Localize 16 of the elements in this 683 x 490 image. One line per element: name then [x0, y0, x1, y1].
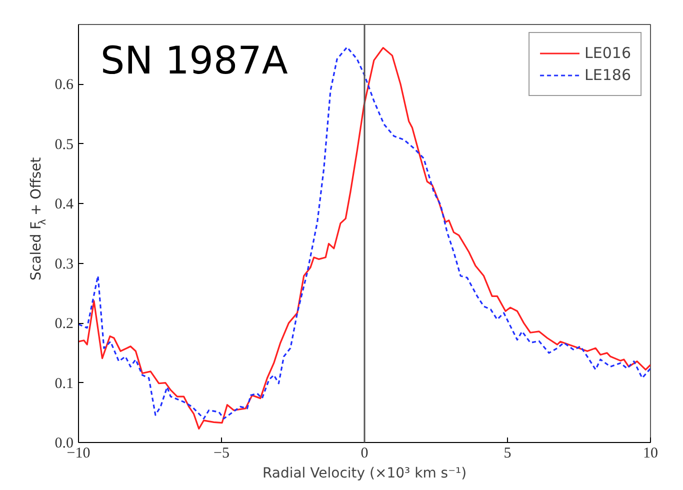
- x-axis-title: Radial Velocity (×10³ km s⁻¹): [262, 466, 467, 482]
- x-tick-label: 5: [504, 446, 512, 462]
- y-axis-title: Scaled Fλ + Offset: [28, 156, 48, 280]
- y-tick-label: 0.6: [54, 77, 74, 94]
- legend-label: LE186: [584, 66, 631, 84]
- y-tick-label: 0.0: [54, 436, 74, 452]
- x-tick-label: 10: [643, 446, 658, 462]
- y-tick-label: 0.3: [54, 256, 74, 272]
- x-tick-label: −5: [214, 446, 230, 462]
- y-tick-label: 0.5: [54, 136, 74, 153]
- y-tick-label: 0.2: [54, 316, 74, 332]
- legend-label: LE016: [584, 44, 631, 62]
- y-tick-label: 0.4: [54, 196, 74, 213]
- y-tick-label: 0.1: [54, 376, 74, 392]
- annotation: SN 1987A: [100, 38, 288, 82]
- x-tick-label: 0: [360, 446, 368, 462]
